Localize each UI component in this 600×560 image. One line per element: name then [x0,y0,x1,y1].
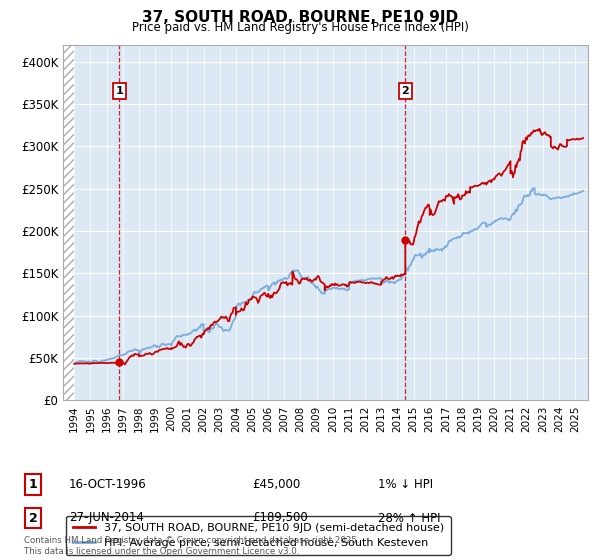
Text: Contains HM Land Registry data © Crown copyright and database right 2025.
This d: Contains HM Land Registry data © Crown c… [24,536,359,556]
Text: 28% ↑ HPI: 28% ↑ HPI [378,511,440,525]
Bar [63,45,74,400]
Text: 27-JUN-2014: 27-JUN-2014 [69,511,144,525]
Text: £189,500: £189,500 [252,511,308,525]
Legend: 37, SOUTH ROAD, BOURNE, PE10 9JD (semi-detached house), HPI: Average price, semi: 37, SOUTH ROAD, BOURNE, PE10 9JD (semi-d… [66,516,451,555]
Text: 37, SOUTH ROAD, BOURNE, PE10 9JD: 37, SOUTH ROAD, BOURNE, PE10 9JD [142,10,458,25]
Text: 1: 1 [29,478,37,491]
Text: Price paid vs. HM Land Registry's House Price Index (HPI): Price paid vs. HM Land Registry's House … [131,21,469,34]
Text: 1: 1 [116,86,123,96]
Text: £45,000: £45,000 [252,478,300,491]
Text: 2: 2 [401,86,409,96]
Text: 1% ↓ HPI: 1% ↓ HPI [378,478,433,491]
Text: 2: 2 [29,511,37,525]
Text: 16-OCT-1996: 16-OCT-1996 [69,478,147,491]
